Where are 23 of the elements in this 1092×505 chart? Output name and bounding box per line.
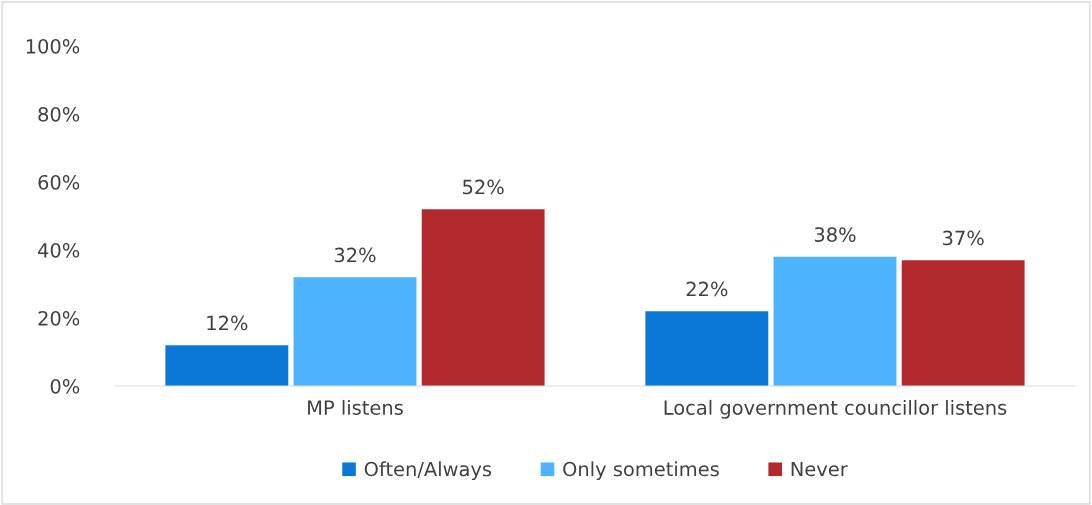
data-label: 38% — [814, 227, 856, 242]
y-tick-label: 40% — [38, 242, 80, 258]
bar — [773, 256, 897, 386]
bar — [645, 311, 769, 386]
data-label: 52% — [463, 179, 504, 195]
data-label: 32% — [334, 247, 376, 263]
y-tick-label: 60% — [38, 174, 80, 190]
data-label: 12% — [207, 315, 248, 331]
y-tick-label: 20% — [38, 310, 80, 326]
bar — [901, 260, 1025, 386]
x-tick-label: Local government councillor listens — [664, 399, 1007, 419]
x-tick-label: MP listens — [308, 399, 403, 415]
data-label: 22% — [686, 281, 728, 297]
legend-label: Only sometimes — [563, 461, 719, 481]
legend-label: Often/Always — [364, 461, 492, 481]
legend-label: Never — [791, 461, 848, 477]
data-label: 37% — [943, 230, 984, 246]
y-tick-label: 0% — [50, 378, 80, 394]
bar — [165, 345, 289, 386]
y-tick-label: 80% — [38, 106, 80, 122]
bar — [421, 209, 545, 386]
bar — [293, 277, 417, 386]
y-tick-label: 100% — [26, 38, 80, 54]
